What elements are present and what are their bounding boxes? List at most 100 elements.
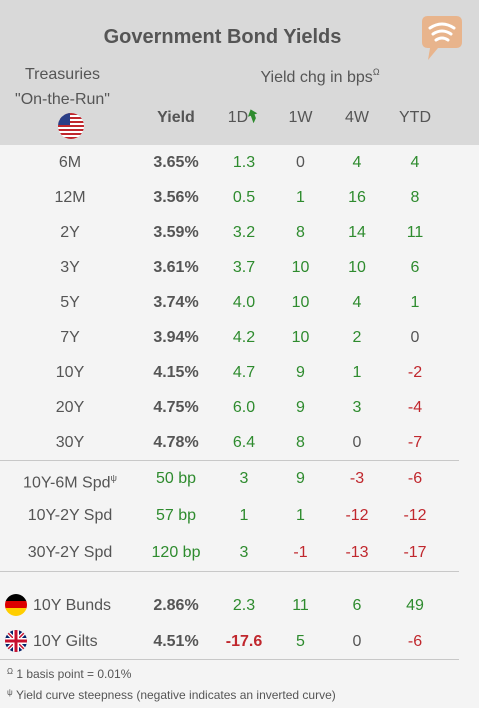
- change-ytd: 0: [410, 329, 420, 346]
- change-1d: 3: [239, 470, 249, 487]
- row-label: 30Y-2Y Spd: [27, 544, 113, 561]
- change-1d: 4.2: [232, 329, 256, 346]
- row-label: 30Y: [55, 434, 85, 451]
- change-4w: 4: [352, 294, 362, 311]
- change-ytd: -6: [407, 470, 423, 487]
- change-4w: 14: [348, 224, 366, 241]
- psi-marker: ψ: [110, 473, 117, 483]
- page-title: Government Bond Yields: [103, 26, 342, 48]
- change-ytd: 11: [406, 224, 424, 241]
- change-1d: 3.2: [232, 224, 256, 241]
- table-row: 20Y 4.75% 6.0 9 3 -4: [0, 390, 479, 425]
- column-4w: 4W: [345, 109, 369, 126]
- change-1w: 8: [296, 434, 305, 451]
- change-1w: 5: [296, 633, 305, 650]
- row-label: 7Y: [60, 329, 80, 346]
- yield-value: 2.86%: [153, 597, 199, 614]
- change-1w: 11: [292, 597, 309, 614]
- table-row: 10Y Bunds 2.86% 2.3 11 6 49: [0, 588, 479, 623]
- row-label: 20Y: [55, 399, 85, 416]
- change-4w: 0: [352, 633, 362, 650]
- change-4w: 4: [352, 154, 362, 171]
- change-1w: 8: [296, 224, 305, 241]
- table-row: 2Y 3.59% 3.2 8 14 11: [0, 215, 479, 250]
- omega-marker: Ω: [372, 67, 380, 77]
- change-1w: 1: [296, 507, 305, 524]
- yield-change-label: Yield chg in bpsΩ: [260, 67, 380, 86]
- footnote-basis-point: Ω 1 basis point = 0.01%: [7, 667, 132, 681]
- us-flag-icon: [58, 113, 84, 139]
- change-1d: 6.0: [232, 399, 256, 416]
- change-4w: 2: [352, 329, 362, 346]
- divider: [0, 460, 459, 461]
- logo-icon: [422, 16, 462, 60]
- table-row: 10Y-6M Spdψ 50 bp 3 9 -3 -6: [0, 461, 479, 496]
- change-ytd: -7: [407, 434, 423, 451]
- change-1w: 9: [296, 470, 305, 487]
- on-the-run-label: "On-the-Run": [15, 91, 110, 108]
- germany-flag-icon: [5, 594, 27, 616]
- row-label: 10Y: [55, 364, 85, 381]
- table-row: 7Y 3.94% 4.2 10 2 0: [0, 320, 479, 355]
- table-row: 3Y 3.61% 3.7 10 10 6: [0, 250, 479, 285]
- change-4w: -12: [345, 507, 369, 524]
- column-1d: 1D: [214, 109, 274, 127]
- column-1w: 1W: [288, 109, 313, 126]
- change-1w: -1: [293, 544, 308, 561]
- change-1d: 3.7: [232, 259, 256, 276]
- table-row: 6M 3.65% 1.3 0 4 4: [0, 145, 479, 180]
- yield-value: 4.78%: [153, 434, 199, 451]
- change-1w: 10: [291, 259, 310, 276]
- table-row: 5Y 3.74% 4.0 10 4 1: [0, 285, 479, 320]
- table-row: 12M 3.56% 0.5 1 16 8: [0, 180, 479, 215]
- change-ytd: 6: [410, 259, 420, 276]
- table-row: 10Y 4.15% 4.7 9 1 -2: [0, 355, 479, 390]
- change-ytd: 1: [410, 294, 420, 311]
- change-1w: 9: [296, 364, 305, 381]
- change-4w: 10: [348, 259, 366, 276]
- yield-value: 3.65%: [153, 154, 199, 171]
- yield-value: 120 bp: [151, 544, 201, 561]
- yield-value: 3.56%: [153, 189, 199, 206]
- yield-value: 3.94%: [153, 329, 199, 346]
- change-ytd: 4: [410, 154, 420, 171]
- change-ytd: -6: [407, 633, 423, 650]
- change-ytd: 49: [406, 597, 424, 614]
- change-1d: 2.3: [232, 597, 256, 614]
- change-4w: 3: [352, 399, 362, 416]
- row-label: 5Y: [60, 294, 80, 311]
- change-4w: -3: [349, 470, 365, 487]
- change-1w: 10: [291, 329, 310, 346]
- change-ytd: -17: [403, 544, 427, 561]
- divider: [0, 659, 459, 660]
- change-ytd: -12: [403, 507, 427, 524]
- change-1d: 1: [239, 507, 249, 524]
- change-1w: 10: [291, 294, 310, 311]
- row-label: 10Y-2Y Spd: [27, 507, 113, 524]
- change-1d: 1.3: [232, 154, 256, 171]
- change-ytd: 8: [410, 189, 420, 206]
- yield-value: 50 bp: [155, 470, 197, 487]
- table-row: 10Y-2Y Spd 57 bp 1 1 -12 -12: [0, 498, 479, 533]
- column-yield: Yield: [157, 109, 195, 126]
- change-1w: 0: [296, 154, 305, 171]
- change-ytd: -4: [407, 399, 423, 416]
- treasuries-label: Treasuries: [25, 66, 100, 83]
- footnote-steepness: ψ Yield curve steepness (negative indica…: [7, 688, 336, 702]
- divider: [0, 571, 459, 572]
- yield-value: 4.75%: [153, 399, 199, 416]
- table-row: 30Y-2Y Spd 120 bp 3 -1 -13 -17: [0, 535, 479, 570]
- change-1d: -17.6: [225, 633, 263, 650]
- row-label: 12M: [54, 189, 86, 206]
- row-label: 10Y Gilts: [33, 633, 98, 650]
- row-label: 3Y: [60, 259, 80, 276]
- change-1d: 4.0: [232, 294, 256, 311]
- uk-flag-icon: [5, 630, 27, 652]
- change-4w: 0: [352, 434, 362, 451]
- row-label: 2Y: [60, 224, 80, 241]
- table-row: 30Y 4.78% 6.4 8 0 -7: [0, 425, 479, 460]
- change-1d: 0.5: [232, 189, 256, 206]
- change-4w: 16: [348, 189, 366, 206]
- change-1w: 1: [296, 189, 305, 206]
- change-1d: 4.7: [232, 364, 256, 381]
